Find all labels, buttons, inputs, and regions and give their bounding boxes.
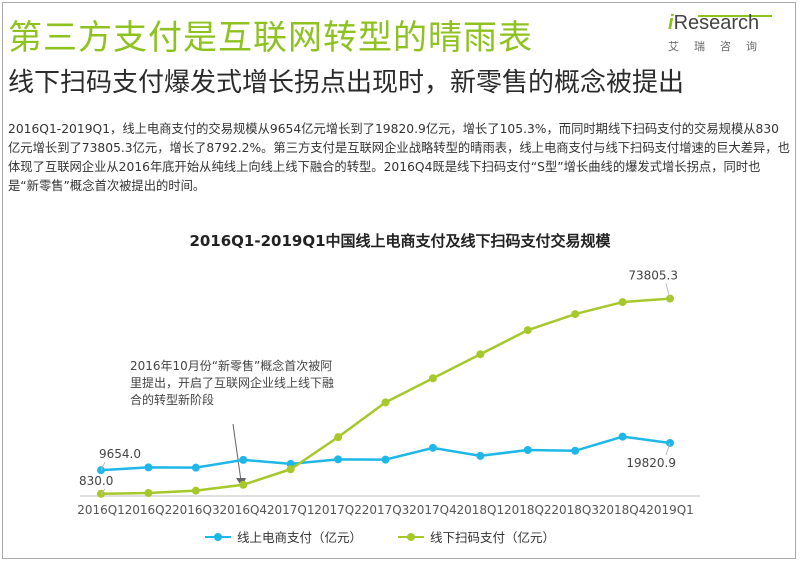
data-point [476, 451, 485, 460]
legend-swatch-online [205, 532, 231, 542]
logo-accent-bar [698, 15, 772, 17]
x-tick-label: 2016Q1 [77, 503, 125, 517]
legend-item-online: 线上电商支付（亿元） [205, 527, 362, 546]
logo-subtitle: 艾瑞咨询 [668, 40, 772, 53]
description-text: 2016Q1-2019Q1，线上电商支付的交易规模从9654亿元增长到了1982… [8, 122, 790, 193]
data-point [381, 398, 390, 407]
x-tick-label: 2017Q2 [314, 503, 362, 517]
data-point [191, 486, 200, 495]
data-label-leader [100, 488, 106, 495]
data-label: 9654.0 [99, 447, 141, 461]
data-point [618, 298, 627, 307]
x-tick-label: 2018Q2 [504, 503, 552, 517]
data-point [239, 455, 248, 464]
series-line-0 [100, 435, 671, 472]
x-tick-label: 2016Q3 [172, 503, 220, 517]
x-tick-label: 2018Q1 [457, 503, 505, 517]
data-point [476, 350, 485, 359]
data-point [286, 465, 295, 474]
data-label: 19820.9 [626, 456, 676, 470]
annotation-arrow [232, 423, 242, 482]
data-point [381, 455, 390, 464]
x-tick-label: 2016Q4 [219, 503, 267, 517]
page-title: 第三方支付是互联网转型的晴雨表 [8, 18, 533, 58]
annotation-text: 2016年10月份“新零售”概念首次被阿里提出，开启了互联网企业线上线下融合的转… [130, 359, 335, 407]
data-label: 73805.3 [628, 269, 678, 283]
x-tick-label: 2019Q1 [646, 503, 694, 517]
chart-legend: 线上电商支付（亿元） 线下扫码支付（亿元） [205, 527, 555, 546]
iresearch-logo: iResearch 艾瑞咨询 [668, 12, 778, 62]
data-label-leader [100, 461, 106, 471]
chart-title: 2016Q1-2019Q1中国线上电商支付及线下扫码支付交易规模 [189, 232, 611, 250]
data-label-leader [665, 283, 671, 299]
data-point [191, 463, 200, 472]
data-point [239, 480, 248, 489]
page-subtitle: 线下扫码支付爆发式增长拐点出现时，新零售的概念被提出 [8, 68, 685, 98]
legend-item-offline: 线下扫码支付（亿元） [398, 527, 555, 546]
x-tick-label: 2017Q4 [409, 503, 457, 517]
data-point [523, 445, 532, 454]
x-tick-label: 2017Q3 [362, 503, 410, 517]
x-tick-label: 2016Q2 [125, 503, 173, 517]
data-label-leader [665, 442, 671, 456]
data-label: 830.0 [79, 474, 113, 488]
data-point [334, 433, 343, 442]
data-point [618, 432, 627, 441]
x-tick-label: 2017Q1 [267, 503, 315, 517]
logo-wordmark: iResearch [668, 12, 760, 34]
data-point [428, 443, 437, 452]
data-point [144, 463, 153, 472]
x-tick-label: 2018Q3 [551, 503, 599, 517]
legend-swatch-offline [398, 532, 425, 542]
data-point [571, 310, 580, 319]
legend-label-offline: 线下扫码支付（亿元） [430, 530, 556, 545]
legend-label-online: 线上电商支付（亿元） [237, 530, 363, 545]
data-point [523, 326, 532, 335]
data-point [144, 489, 153, 498]
data-point [334, 455, 343, 464]
data-point [571, 446, 580, 455]
x-tick-label: 2018Q4 [599, 503, 647, 517]
data-point [428, 374, 437, 383]
